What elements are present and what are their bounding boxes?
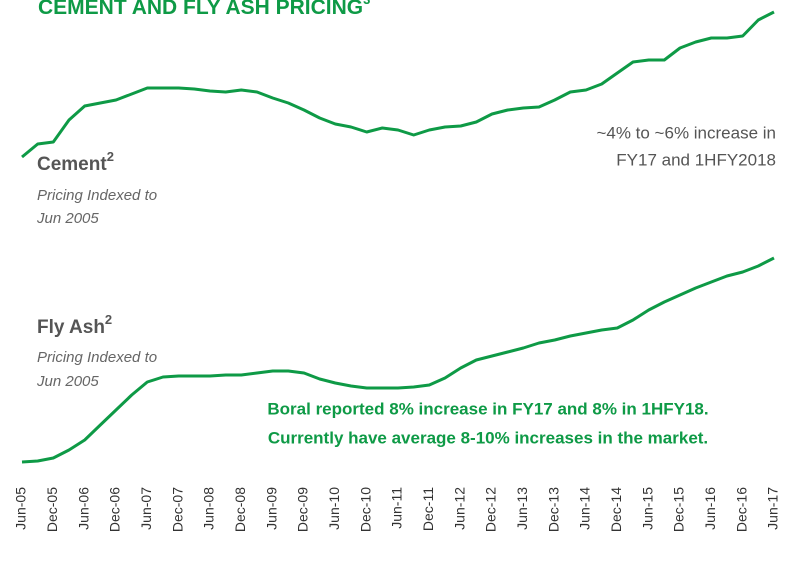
annotation: ~4% to ~6% increase in — [596, 123, 776, 142]
x-tick-label: Jun-15 — [639, 487, 655, 530]
x-tick-label: Jun-05 — [13, 487, 29, 530]
series-note: 2 — [105, 312, 112, 327]
annotation: Currently have average 8-10% increases i… — [268, 428, 708, 447]
x-tick-label: Jun-13 — [514, 487, 530, 530]
x-tick-label: Dec-10 — [357, 487, 373, 532]
series-label: Cement2 — [37, 149, 114, 175]
x-tick-label: Dec-08 — [232, 487, 248, 532]
series-subtitle: Pricing Indexed to — [37, 349, 157, 366]
x-tick-label: Dec-11 — [420, 487, 436, 531]
series-subtitle: Jun 2005 — [36, 373, 99, 390]
series-line — [21, 256, 775, 464]
x-tick-label: Dec-15 — [671, 487, 687, 532]
x-tick-label: Jun-06 — [75, 487, 91, 530]
x-tick-label: Jun-16 — [702, 487, 718, 530]
x-tick-label: Jun-08 — [201, 487, 217, 530]
x-tick-label: Jun-07 — [138, 487, 154, 530]
x-tick-label: Dec-09 — [295, 487, 311, 532]
series-label: Fly Ash2 — [37, 312, 112, 338]
x-tick-label: Jun-09 — [263, 487, 279, 530]
x-tick-label: Jun-11 — [389, 487, 405, 529]
series-note: 2 — [107, 149, 114, 164]
x-tick-label: Dec-12 — [483, 487, 499, 532]
x-tick-label: Dec-16 — [733, 487, 749, 532]
annotation: Boral reported 8% increase in FY17 and 8… — [267, 399, 708, 418]
chart-title: CEMENT AND FLY ASH PRICING3 — [38, 0, 370, 19]
annotation: FY17 and 1HFY2018 — [616, 150, 776, 169]
x-tick-label: Dec-07 — [169, 487, 185, 532]
x-tick-label: Dec-13 — [545, 487, 561, 532]
x-tick-label: Dec-14 — [608, 487, 624, 532]
series-name: Cement — [37, 154, 107, 175]
x-tick-label: Dec-05 — [44, 487, 60, 532]
title-text: CEMENT AND FLY ASH PRICING — [38, 0, 363, 19]
series-subtitle: Pricing Indexed to — [37, 187, 157, 204]
title-note: 3 — [363, 0, 370, 7]
series-subtitle: Jun 2005 — [36, 210, 99, 227]
x-tick-label: Jun-12 — [451, 487, 467, 530]
x-tick-label: Jun-10 — [326, 487, 342, 530]
series-line — [21, 10, 775, 159]
x-tick-label: Jun-14 — [577, 487, 593, 530]
series-name: Fly Ash — [37, 317, 105, 338]
x-tick-label: Dec-06 — [107, 487, 123, 532]
x-tick-label: Jun-17 — [765, 487, 781, 530]
